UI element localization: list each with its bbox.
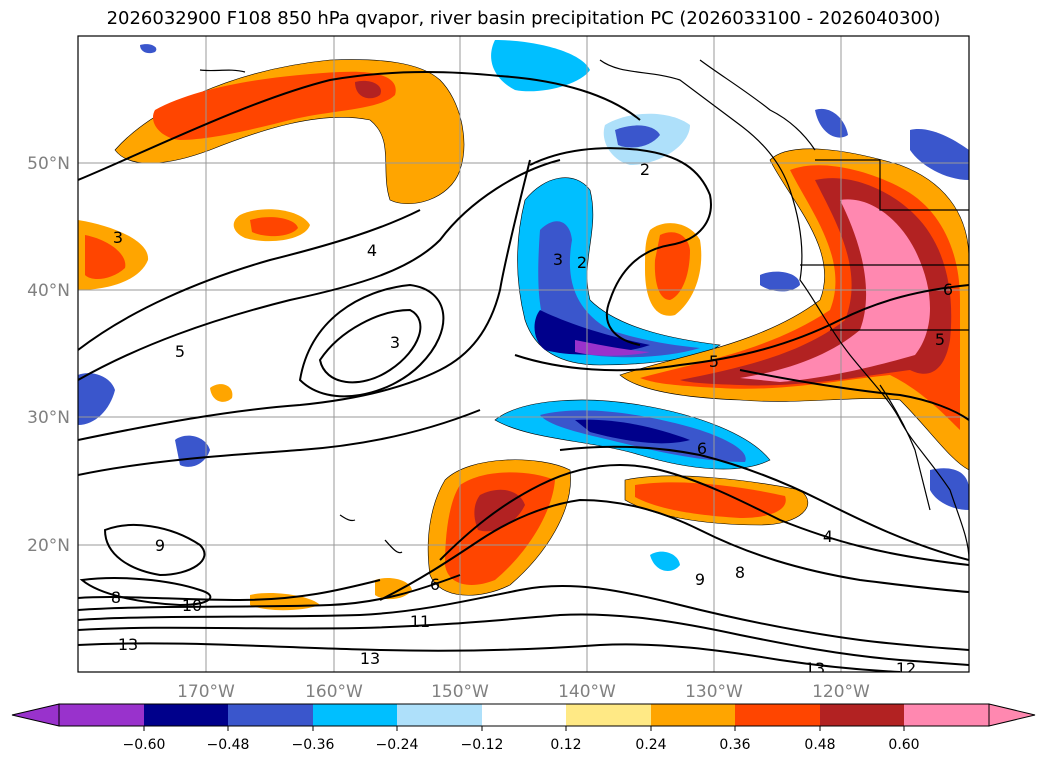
contour-label: 6 bbox=[430, 575, 440, 594]
colorbar-tick-label: 0.12 bbox=[550, 737, 581, 753]
lat-label-20n: 20°N bbox=[27, 536, 70, 556]
negative-region-tongue-core bbox=[534, 310, 650, 355]
positive-region-small3 bbox=[210, 384, 233, 402]
lon-label-130w: 130°W bbox=[685, 682, 743, 702]
lon-label-150w: 150°W bbox=[431, 682, 489, 702]
contour-label: 13 bbox=[118, 635, 138, 654]
contour-label: 2 bbox=[640, 160, 650, 179]
positive-region-n2-core bbox=[250, 217, 298, 237]
negative-region-tongue-min bbox=[575, 340, 650, 356]
positive-region-east-core bbox=[635, 482, 786, 518]
colorbar: −0.60 −0.48 −0.36 −0.24 −0.12 0.12 0.24 … bbox=[11, 703, 1036, 753]
colorbar-tick-label: −0.24 bbox=[376, 737, 419, 753]
latitude-labels: 50°N 40°N 30°N 20°N bbox=[27, 154, 70, 556]
negative-region-tongue-mid bbox=[538, 221, 700, 358]
colorbar-bin bbox=[735, 704, 820, 726]
negative-region-west bbox=[78, 373, 115, 425]
contour-label: 6 bbox=[943, 280, 953, 299]
negative-region-small1 bbox=[650, 551, 680, 571]
negative-region-subtrop-core bbox=[575, 419, 690, 444]
negative-region-top bbox=[491, 40, 590, 92]
positive-region-north-max bbox=[355, 80, 381, 99]
contour-label: 2 bbox=[577, 253, 587, 272]
positive-region-mid-core bbox=[654, 232, 690, 300]
positive-region-north-core bbox=[152, 71, 396, 140]
colorbar-bin bbox=[397, 704, 482, 726]
lon-label-170w: 170°W bbox=[177, 682, 235, 702]
contour-label: 10 bbox=[182, 596, 202, 615]
contour-label: 5 bbox=[709, 352, 719, 371]
contour-label: 4 bbox=[823, 527, 833, 546]
colorbar-extend-left bbox=[11, 703, 60, 727]
colorbar-tick-label: 0.24 bbox=[635, 737, 666, 753]
contours bbox=[78, 71, 969, 672]
colorbar-tick-label: −0.12 bbox=[461, 737, 504, 753]
negative-region-small2 bbox=[760, 271, 800, 292]
gridlines bbox=[78, 36, 969, 672]
contour-label: 6 bbox=[697, 439, 707, 458]
positive-region-west-core bbox=[85, 235, 126, 280]
positive-region-plume-core bbox=[740, 199, 930, 382]
contour-label: 3 bbox=[553, 250, 563, 269]
map-frame bbox=[77, 35, 970, 673]
colorbar-tick-label: −0.48 bbox=[207, 737, 250, 753]
colorbar-tick-label: 0.36 bbox=[719, 737, 750, 753]
colorbar-frame bbox=[58, 703, 990, 727]
negative-region-ne bbox=[910, 129, 969, 180]
colorbar-bin bbox=[313, 704, 397, 726]
negative-region-small4 bbox=[140, 44, 157, 54]
colorbar-tick-labels: −0.60 −0.48 −0.36 −0.24 −0.12 0.12 0.24 … bbox=[123, 737, 920, 753]
map-panel: 2 2 3 3 3 4 4 5 5 5 6 6 6 8 8 9 9 10 11 … bbox=[78, 36, 969, 678]
lon-label-160w: 160°W bbox=[305, 682, 363, 702]
colorbar-ticks bbox=[143, 726, 905, 731]
contour-label: 8 bbox=[735, 563, 745, 582]
contour-label: 13 bbox=[805, 659, 825, 678]
negative-region-gulf-core bbox=[615, 125, 660, 148]
coastline bbox=[199, 59, 969, 561]
colorbar-bin bbox=[651, 704, 735, 726]
lat-label-30n: 30°N bbox=[27, 408, 70, 428]
contour-labels: 2 2 3 3 3 4 4 5 5 5 6 6 6 8 8 9 9 10 11 … bbox=[111, 160, 953, 678]
contour-label: 4 bbox=[367, 241, 377, 260]
contour-label: 11 bbox=[410, 612, 430, 631]
lon-label-140w: 140°W bbox=[558, 682, 616, 702]
colorbar-bin bbox=[59, 704, 144, 726]
contour-label: 9 bbox=[695, 570, 705, 589]
colorbar-bin bbox=[904, 704, 989, 726]
contour-label: 5 bbox=[175, 342, 185, 361]
colorbar-tick-label: −0.60 bbox=[123, 737, 166, 753]
lon-label-120w: 120°W bbox=[812, 682, 870, 702]
contour-label: 3 bbox=[390, 333, 400, 352]
colorbar-tick-label: 0.60 bbox=[888, 737, 919, 753]
lat-label-50n: 50°N bbox=[27, 154, 70, 174]
contour-label: 12 bbox=[896, 659, 916, 678]
colorbar-bin bbox=[820, 704, 904, 726]
contour-label: 13 bbox=[360, 649, 380, 668]
colorbar-bin bbox=[566, 704, 651, 726]
contour-label: 3 bbox=[113, 228, 123, 247]
shading-layer bbox=[78, 40, 969, 611]
lat-label-40n: 40°N bbox=[27, 281, 70, 301]
colorbar-bin bbox=[228, 704, 313, 726]
contour-label: 5 bbox=[935, 330, 945, 349]
negative-region-small3 bbox=[815, 108, 848, 138]
colorbar-bin bbox=[144, 704, 228, 726]
colorbar-tick-label: −0.36 bbox=[292, 737, 335, 753]
colorbar-tick-label: 0.48 bbox=[804, 737, 835, 753]
colorbar-bin bbox=[482, 704, 566, 726]
colorbar-extend-right bbox=[988, 703, 1036, 727]
contour-label: 8 bbox=[111, 588, 121, 607]
longitude-labels: 170°W 160°W 150°W 140°W 130°W 120°W bbox=[177, 682, 870, 702]
map-title: 2026032900 F108 850 hPa qvapor, river ba… bbox=[106, 8, 941, 29]
contour-label: 9 bbox=[155, 536, 165, 555]
